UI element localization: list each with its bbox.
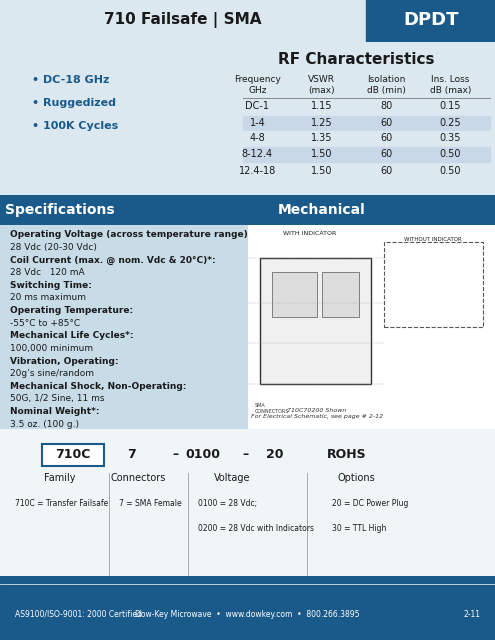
Text: 20 ms maximum: 20 ms maximum: [10, 294, 86, 303]
Text: VSWR
(max): VSWR (max): [308, 76, 335, 95]
Text: 710C = Transfer Failsafe: 710C = Transfer Failsafe: [15, 499, 108, 508]
Text: 1.50: 1.50: [311, 166, 333, 175]
Text: DPDT: DPDT: [403, 11, 458, 29]
Text: Isolation
dB (min): Isolation dB (min): [367, 76, 405, 95]
Text: 710C: 710C: [55, 448, 91, 461]
Text: 20 = DC Power Plug: 20 = DC Power Plug: [332, 499, 408, 508]
FancyBboxPatch shape: [42, 444, 104, 466]
Text: 12.4-18: 12.4-18: [239, 166, 276, 175]
Text: Voltage: Voltage: [214, 473, 251, 483]
Text: Frequency
GHz: Frequency GHz: [234, 76, 281, 95]
Text: –: –: [242, 448, 248, 461]
Text: SMA
CONNECTORS: SMA CONNECTORS: [255, 403, 289, 414]
Text: 7 = SMA Female: 7 = SMA Female: [119, 499, 182, 508]
Text: 2-11: 2-11: [463, 610, 480, 619]
Text: 7: 7: [127, 448, 136, 461]
Text: • DC-18 GHz: • DC-18 GHz: [32, 75, 109, 85]
Text: 100,000 minimum: 100,000 minimum: [10, 344, 93, 353]
Text: 80: 80: [380, 101, 392, 111]
Bar: [243, 99, 490, 115]
Text: 0.50: 0.50: [440, 148, 461, 159]
Bar: [243, 147, 490, 162]
Text: Mechanical: Mechanical: [278, 204, 366, 217]
Bar: [243, 131, 490, 147]
Bar: [243, 164, 490, 179]
Text: 1.25: 1.25: [311, 118, 333, 128]
Text: Family: Family: [44, 473, 75, 483]
FancyBboxPatch shape: [322, 272, 359, 317]
Text: WITH INDICATOR: WITH INDICATOR: [283, 232, 336, 236]
FancyBboxPatch shape: [384, 241, 483, 327]
Text: Options: Options: [338, 473, 375, 483]
Text: 0.15: 0.15: [440, 101, 461, 111]
Bar: [243, 116, 490, 131]
Text: -55°C to +85°C: -55°C to +85°C: [10, 319, 80, 328]
Text: Ins. Loss
dB (max): Ins. Loss dB (max): [430, 76, 471, 95]
Text: 50G, 1/2 Sine, 11 ms: 50G, 1/2 Sine, 11 ms: [10, 394, 104, 403]
Text: 1.35: 1.35: [311, 133, 333, 143]
Text: • Ruggedized: • Ruggedized: [32, 98, 116, 108]
Text: 4-8: 4-8: [249, 133, 265, 143]
Text: 60: 60: [380, 133, 392, 143]
Text: 3.5 oz. (100 g.): 3.5 oz. (100 g.): [10, 420, 79, 429]
Text: Mechanical Shock, Non-Operating:: Mechanical Shock, Non-Operating:: [10, 382, 186, 391]
Text: 8-12.4: 8-12.4: [242, 148, 273, 159]
Text: Operating Voltage (across temperature range):: Operating Voltage (across temperature ra…: [10, 230, 251, 239]
Text: ROHS: ROHS: [327, 448, 366, 461]
Text: Nominal Weight*:: Nominal Weight*:: [10, 407, 99, 416]
Text: 710C70200 Shown
For Electrical Schematic, see page # 2-12: 710C70200 Shown For Electrical Schematic…: [251, 408, 383, 419]
Bar: [366, 0, 495, 42]
Text: 0100: 0100: [186, 448, 220, 461]
Text: 1-4: 1-4: [249, 118, 265, 128]
Text: 0.50: 0.50: [440, 166, 461, 175]
Text: 28 Vdc   120 mA: 28 Vdc 120 mA: [10, 268, 85, 277]
Text: 20g’s sine/random: 20g’s sine/random: [10, 369, 94, 378]
Text: 60: 60: [380, 148, 392, 159]
Text: 0100 = 28 Vdc;: 0100 = 28 Vdc;: [198, 499, 257, 508]
Text: AS9100/ISO-9001: 2000 Certified: AS9100/ISO-9001: 2000 Certified: [15, 610, 142, 619]
Text: Vibration, Operating:: Vibration, Operating:: [10, 356, 118, 365]
Text: • 100K Cycles: • 100K Cycles: [32, 121, 118, 131]
Text: Switching Time:: Switching Time:: [10, 281, 92, 290]
Text: Connectors: Connectors: [111, 473, 166, 483]
Text: Coil Current (max. @ nom. Vdc & 20°C)*:: Coil Current (max. @ nom. Vdc & 20°C)*:: [10, 255, 215, 265]
Text: 0.35: 0.35: [440, 133, 461, 143]
Text: 1.50: 1.50: [311, 148, 333, 159]
Text: 0.25: 0.25: [440, 118, 461, 128]
Text: RF Characteristics: RF Characteristics: [278, 52, 435, 67]
Text: 60: 60: [380, 118, 392, 128]
Text: 710 Failsafe | SMA: 710 Failsafe | SMA: [104, 12, 262, 28]
Text: 0200 = 28 Vdc with Indicators: 0200 = 28 Vdc with Indicators: [198, 525, 314, 534]
Text: 28 Vdc (20-30 Vdc): 28 Vdc (20-30 Vdc): [10, 243, 97, 252]
Text: Mechanical Life Cycles*:: Mechanical Life Cycles*:: [10, 332, 133, 340]
FancyBboxPatch shape: [272, 272, 317, 317]
Text: 20: 20: [266, 448, 284, 461]
Text: 60: 60: [380, 166, 392, 175]
Text: –: –: [173, 448, 179, 461]
Bar: [0, 0, 366, 42]
Text: * Performance and weight varies depending on selected options.: * Performance and weight varies dependin…: [10, 432, 258, 441]
Text: Operating Temperature:: Operating Temperature:: [10, 306, 133, 315]
Text: Specifications: Specifications: [4, 204, 114, 217]
Text: DC-1: DC-1: [246, 101, 269, 111]
FancyBboxPatch shape: [260, 258, 371, 384]
Text: 30 = TTL High: 30 = TTL High: [332, 525, 386, 534]
Text: WITHOUT INDICATOR: WITHOUT INDICATOR: [404, 237, 462, 243]
Text: Dow-Key Microwave  •  www.dowkey.com  •  800.266.3895: Dow-Key Microwave • www.dowkey.com • 800…: [135, 610, 360, 619]
Text: 1.15: 1.15: [311, 101, 333, 111]
